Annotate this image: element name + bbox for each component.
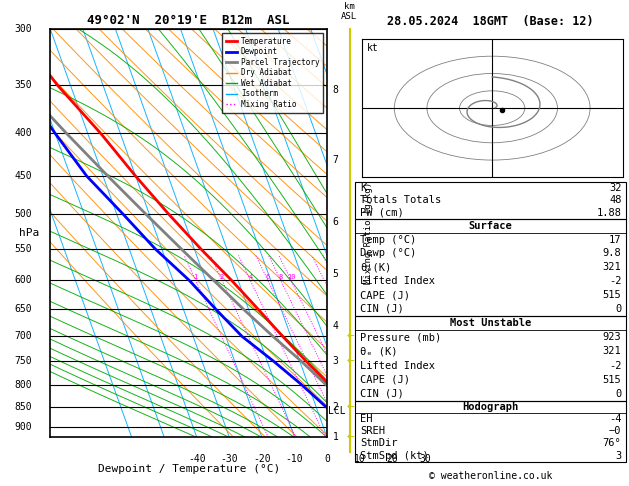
Text: LCL: LCL (328, 406, 346, 416)
Text: 20: 20 (386, 454, 398, 464)
Text: 9.8: 9.8 (603, 248, 621, 259)
Text: 750: 750 (14, 356, 32, 366)
Text: EH: EH (360, 414, 372, 424)
Text: -2: -2 (609, 276, 621, 286)
Text: 900: 900 (14, 422, 32, 433)
Text: Temp (°C): Temp (°C) (360, 235, 416, 244)
Text: θₑ(K): θₑ(K) (360, 262, 391, 272)
Text: 1: 1 (194, 275, 198, 280)
Text: 6: 6 (333, 217, 338, 226)
Text: 321: 321 (603, 347, 621, 356)
Text: Dewpoint / Temperature (°C): Dewpoint / Temperature (°C) (97, 464, 280, 474)
Text: 1.88: 1.88 (596, 208, 621, 218)
Text: 5: 5 (333, 269, 338, 279)
Text: −0: −0 (609, 426, 621, 436)
Text: 350: 350 (14, 80, 32, 90)
Text: 30: 30 (419, 454, 431, 464)
Text: Lifted Index: Lifted Index (360, 276, 435, 286)
Text: 10: 10 (353, 454, 365, 464)
Text: kt: kt (367, 43, 379, 53)
Text: CIN (J): CIN (J) (360, 389, 404, 399)
Text: CAPE (J): CAPE (J) (360, 290, 409, 300)
Text: 2: 2 (333, 402, 338, 412)
Text: Pressure (mb): Pressure (mb) (360, 332, 441, 342)
Text: hPa: hPa (19, 228, 40, 238)
Text: ←: ← (347, 400, 354, 413)
Text: 8: 8 (279, 275, 283, 280)
Text: 0: 0 (324, 454, 330, 464)
Text: 17: 17 (609, 235, 621, 244)
Text: 28.05.2024  18GMT  (Base: 12): 28.05.2024 18GMT (Base: 12) (387, 15, 594, 28)
Text: ←: ← (347, 330, 354, 343)
Text: 48: 48 (609, 195, 621, 206)
Text: CAPE (J): CAPE (J) (360, 375, 409, 385)
Text: 550: 550 (14, 244, 32, 254)
Text: Surface: Surface (469, 221, 513, 231)
Text: 923: 923 (603, 332, 621, 342)
Text: 6: 6 (266, 275, 270, 280)
Text: 321: 321 (603, 262, 621, 272)
Text: 800: 800 (14, 380, 32, 390)
Text: -30: -30 (221, 454, 238, 464)
Text: 1: 1 (333, 433, 338, 442)
Text: 650: 650 (14, 305, 32, 314)
Text: 850: 850 (14, 402, 32, 412)
Text: StmSpd (kt): StmSpd (kt) (360, 451, 428, 461)
Text: 450: 450 (14, 171, 32, 181)
Text: 0: 0 (615, 389, 621, 399)
Text: SREH: SREH (360, 426, 385, 436)
Text: CIN (J): CIN (J) (360, 304, 404, 314)
Text: 515: 515 (603, 375, 621, 385)
Text: -10: -10 (286, 454, 303, 464)
Text: K: K (360, 183, 366, 193)
Text: 4: 4 (248, 275, 252, 280)
Text: 4: 4 (333, 321, 338, 331)
Text: -2: -2 (609, 361, 621, 370)
Text: 2: 2 (220, 275, 224, 280)
Text: PW (cm): PW (cm) (360, 208, 404, 218)
Text: StmDir: StmDir (360, 438, 398, 449)
Text: 400: 400 (14, 128, 32, 139)
Text: 500: 500 (14, 209, 32, 219)
Text: 3: 3 (333, 356, 338, 366)
Text: 300: 300 (14, 24, 32, 34)
Text: km
ASL: km ASL (341, 1, 357, 21)
Text: 32: 32 (609, 183, 621, 193)
Text: -40: -40 (188, 454, 206, 464)
Text: ←: ← (347, 355, 354, 368)
Text: 515: 515 (603, 290, 621, 300)
Text: Hodograph: Hodograph (462, 402, 519, 412)
Text: θₑ (K): θₑ (K) (360, 347, 398, 356)
Text: -20: -20 (253, 454, 270, 464)
Text: Dewp (°C): Dewp (°C) (360, 248, 416, 259)
Legend: Temperature, Dewpoint, Parcel Trajectory, Dry Adiabat, Wet Adiabat, Isotherm, Mi: Temperature, Dewpoint, Parcel Trajectory… (221, 33, 323, 113)
Title: 49°02'N  20°19'E  B12m  ASL: 49°02'N 20°19'E B12m ASL (87, 14, 290, 27)
Text: -4: -4 (609, 414, 621, 424)
Text: 8: 8 (333, 85, 338, 95)
Text: 3: 3 (615, 451, 621, 461)
Text: 0: 0 (615, 304, 621, 314)
Text: 10: 10 (287, 275, 295, 280)
Text: © weatheronline.co.uk: © weatheronline.co.uk (429, 471, 552, 481)
Text: Totals Totals: Totals Totals (360, 195, 441, 206)
Text: 76°: 76° (603, 438, 621, 449)
Text: 600: 600 (14, 276, 32, 285)
Text: Lifted Index: Lifted Index (360, 361, 435, 370)
Text: 7: 7 (333, 155, 338, 165)
Text: Mixing Ratio (g/kg): Mixing Ratio (g/kg) (364, 182, 373, 284)
Text: 700: 700 (14, 331, 32, 341)
Text: ←: ← (347, 431, 354, 444)
Text: Most Unstable: Most Unstable (450, 318, 532, 328)
